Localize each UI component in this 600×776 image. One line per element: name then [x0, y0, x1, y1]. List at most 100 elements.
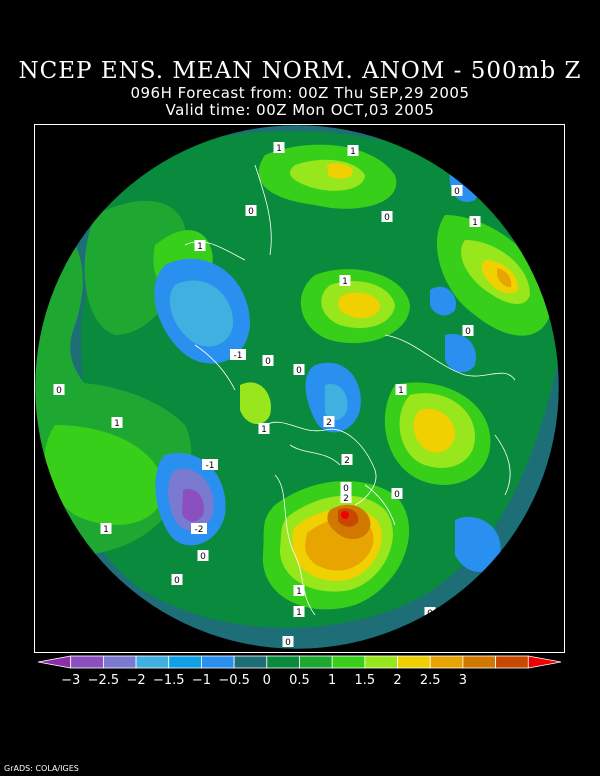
- contour-label-box: [339, 275, 351, 286]
- contour-label-text: 0: [384, 213, 390, 223]
- colorbar-swatch: [201, 655, 235, 669]
- contour-label-text: 0: [174, 576, 180, 586]
- contour-label: 1: [111, 417, 123, 429]
- contour-label-text: 1: [342, 277, 348, 287]
- contour-label-text: 0: [394, 490, 400, 500]
- contour-label-box: [341, 454, 353, 465]
- field-zone: [240, 382, 271, 425]
- contour-label-text: 1: [276, 144, 282, 154]
- colorbar-swatch: [266, 655, 300, 669]
- field-peak: [341, 511, 349, 519]
- anomaly-fields: [35, 131, 559, 628]
- field-zone: [338, 292, 380, 319]
- contour-label: 0: [282, 636, 294, 648]
- contour-label: 0: [293, 364, 305, 376]
- coastline: [289, 444, 341, 466]
- contour-label: 1: [258, 423, 270, 435]
- contour-label-box: [282, 636, 294, 647]
- contour-label-box: [293, 364, 305, 375]
- contour-label-text: 1: [472, 218, 478, 228]
- contour-label: 2: [340, 492, 352, 504]
- contour-label-box: [293, 585, 305, 596]
- contour-label-box: [100, 523, 112, 534]
- contour-label-text: -2: [195, 525, 204, 535]
- contour-label-text: 1: [261, 425, 267, 435]
- colorbar-swatch: [70, 655, 104, 669]
- contour-label-box: [293, 606, 305, 617]
- contour-label-box: [194, 240, 206, 251]
- field-zone: [327, 163, 353, 179]
- contour-label-box: [273, 142, 285, 153]
- contour-label-text: 0: [454, 187, 460, 197]
- colorbar-swatch: [331, 655, 366, 669]
- contour-label-text: -1: [234, 351, 243, 361]
- colorbar-label: 1: [328, 673, 336, 688]
- contour-label-text: 0: [285, 638, 291, 648]
- contour-label-text: 1: [197, 242, 203, 252]
- contour-label-box: [202, 459, 218, 470]
- coastline: [364, 484, 396, 526]
- colorbar-swatch: [364, 655, 398, 669]
- contour-label-box: [191, 523, 207, 534]
- contour-label-text: 2: [343, 494, 349, 504]
- field-zone: [182, 489, 204, 522]
- contour-label: 0: [197, 550, 209, 562]
- contour-label-text: 1: [114, 419, 120, 429]
- contour-label-box: [197, 550, 209, 561]
- colorbar-swatch: [429, 655, 464, 669]
- coastline: [384, 334, 516, 381]
- map-title: NCEP ENS. MEAN NORM. ANOM - 500mb Z: [18, 58, 582, 84]
- contour-label-text: 1: [296, 587, 302, 597]
- contour-label: 1: [469, 216, 481, 228]
- contour-label-box: [258, 423, 270, 434]
- colorbar-label: 3: [459, 673, 467, 688]
- contour-label: 2: [323, 416, 335, 428]
- field-zone: [413, 408, 455, 453]
- field-zone: [430, 286, 456, 316]
- colorbar-swatch: [135, 655, 170, 669]
- contour-label-box: [462, 325, 474, 336]
- contour-label-box: [53, 384, 65, 395]
- field-zone: [325, 384, 348, 421]
- colorbar-label: −2: [126, 673, 145, 688]
- contour-label: 1: [273, 142, 285, 154]
- colorbar-swatch: [462, 655, 497, 669]
- contour-label: 1: [293, 585, 305, 597]
- colorbar-label: 2.5: [420, 673, 441, 688]
- colorbar-label: 0: [263, 673, 271, 688]
- valid-time-line: Valid time: 00Z Mon OCT,03 2005: [165, 101, 435, 119]
- colorbar-swatch: [102, 655, 137, 669]
- contour-label-box: [424, 607, 436, 618]
- contour-label: -2: [191, 523, 207, 535]
- colorbar-label: 0.5: [289, 673, 310, 688]
- colorbar: −3 −2.5 −2 −1.5 −1 −0.5 0 0.5 1 1.5 2 2.5 3: [37, 655, 562, 688]
- contour-label: 0: [381, 211, 393, 223]
- globe-edge: [35, 125, 560, 650]
- contour-label: 2: [341, 454, 353, 466]
- colorbar-swatch: [168, 655, 202, 669]
- contour-label-text: 0: [56, 386, 62, 396]
- contour-label: 1: [100, 523, 112, 535]
- colorbar-label: −1: [192, 673, 211, 688]
- colorbar-swatch: [397, 655, 431, 669]
- coastline: [254, 164, 272, 256]
- contour-label-box: [111, 417, 123, 428]
- colorbar-swatch: [527, 655, 562, 669]
- coastline: [184, 241, 246, 261]
- contour-label-box: [381, 211, 393, 222]
- contour-label: 1: [293, 606, 305, 618]
- contour-label-text: 1: [398, 386, 404, 396]
- contour-label-box: [245, 205, 257, 216]
- contour-label: -1: [202, 459, 218, 471]
- colorbar-label: −3: [61, 673, 80, 688]
- colorbar-label: −0.5: [218, 673, 250, 688]
- colorbar-label: −2.5: [88, 673, 120, 688]
- colorbar-swatch: [233, 655, 268, 669]
- contour-label: -1: [230, 349, 246, 361]
- contour-label: 0: [451, 185, 463, 197]
- field-zone: [169, 280, 234, 347]
- contour-label-text: 2: [344, 456, 350, 466]
- contour-label: 1: [347, 145, 359, 157]
